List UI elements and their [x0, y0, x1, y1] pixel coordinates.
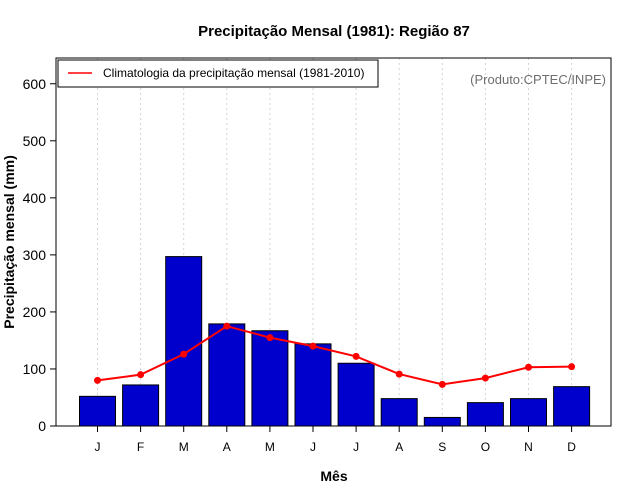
legend: Climatologia da precipitação mensal (198… [57, 59, 379, 88]
bar-1 [79, 395, 116, 427]
climatology-point-9 [438, 380, 446, 388]
climatology-point-8 [395, 370, 403, 378]
climatology-point-10 [481, 374, 489, 382]
x-tick-label: D [567, 440, 576, 454]
legend-label: Climatologia da precipitação mensal (198… [103, 66, 364, 80]
legend-box [57, 59, 379, 88]
y-axis: 0 100 200 300 400 500 600 [23, 76, 56, 434]
x-tick-label: F [137, 440, 144, 454]
bar-5 [251, 330, 289, 427]
climatology-point-6 [309, 342, 317, 350]
bar-10 [466, 402, 504, 427]
x-tick-label: A [223, 440, 231, 454]
x-tick-label: S [438, 440, 446, 454]
climatology-point-3 [180, 350, 188, 358]
y-tick-label: 200 [23, 304, 47, 320]
bar-6 [294, 343, 332, 427]
climatology-series [94, 322, 576, 388]
y-tick-label: 100 [23, 361, 47, 377]
climatology-point-4 [223, 322, 231, 330]
x-tick-label: J [95, 440, 101, 454]
bar-11 [510, 398, 547, 427]
y-tick-label: 400 [23, 190, 47, 206]
climatology-point-12 [568, 363, 576, 371]
credit-text: (Produto:CPTEC/INPE) [470, 72, 606, 87]
bars-series [79, 256, 591, 427]
chart-title: Precipitação Mensal (1981): Região 87 [198, 23, 470, 40]
x-tick-label: O [481, 440, 490, 454]
x-axis-label: Mês [320, 468, 347, 484]
bar-3 [165, 256, 203, 427]
x-tick-label: A [395, 440, 403, 454]
x-tick-label: M [179, 440, 189, 454]
climatology-point-7 [352, 352, 360, 360]
climatology-point-11 [525, 363, 532, 371]
bar-4 [208, 323, 246, 427]
bar-2 [122, 384, 160, 427]
bar-12 [553, 386, 591, 427]
y-tick-label: 500 [23, 133, 47, 149]
x-tick-label: N [524, 440, 533, 454]
climatology-point-2 [137, 371, 145, 379]
y-tick-label: 0 [38, 418, 46, 434]
climatology-line [97, 325, 572, 386]
climatology-point-1 [94, 376, 101, 384]
climatology-point-5 [266, 334, 274, 342]
x-tick-label: J [353, 440, 359, 454]
y-tick-label: 300 [23, 247, 47, 263]
bar-8 [380, 398, 418, 427]
y-axis-label: Precipitação mensal (mm) [1, 155, 17, 329]
y-tick-label: 600 [23, 76, 47, 92]
bar-7 [337, 362, 375, 427]
x-tick-label: M [265, 440, 275, 454]
plot-frame [55, 57, 612, 427]
x-tick-label: J [310, 440, 316, 454]
bar-9 [423, 416, 461, 427]
